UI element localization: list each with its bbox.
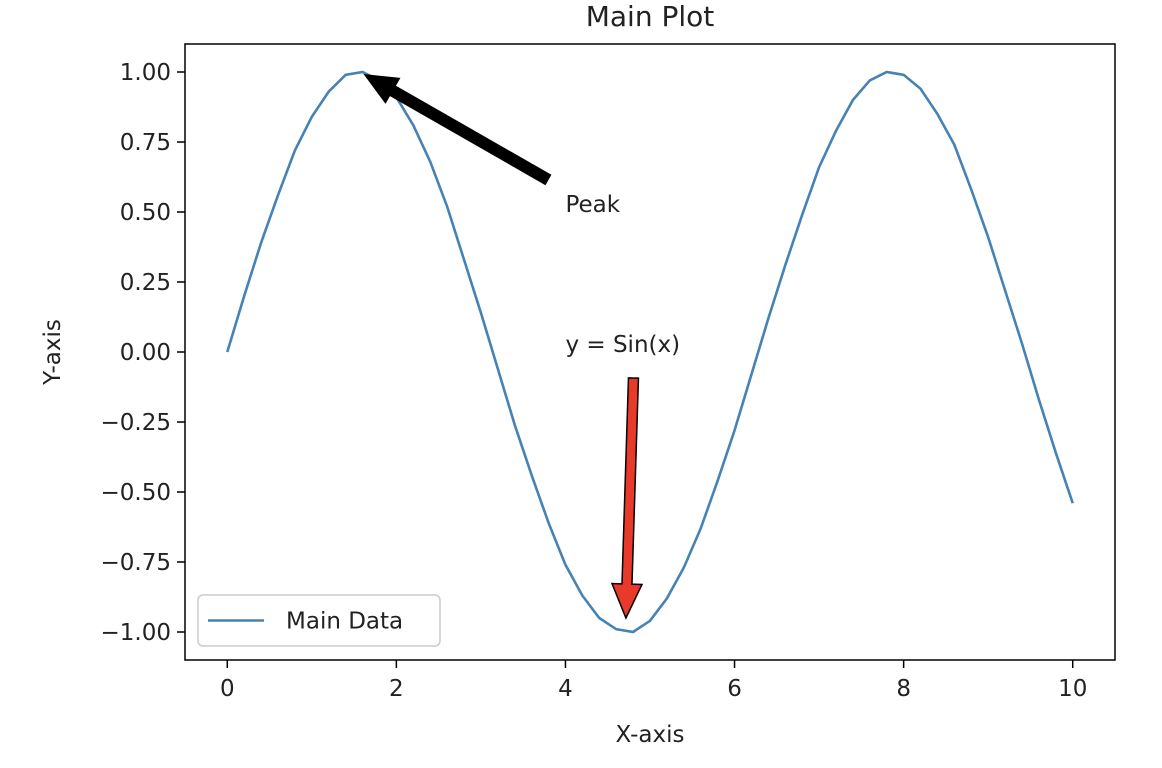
y-tick-label: 0.25 bbox=[120, 270, 171, 296]
x-axis-label: X-axis bbox=[616, 722, 685, 748]
y-tick-label: −0.25 bbox=[101, 410, 171, 436]
annotation-arrow bbox=[363, 73, 552, 186]
annotation-text: Peak bbox=[565, 192, 620, 218]
plot-frame bbox=[184, 43, 1116, 661]
y-axis-label: Y-axis bbox=[40, 319, 66, 386]
y-tick-label: −0.75 bbox=[101, 550, 171, 576]
y-tick-label: 0.75 bbox=[120, 130, 171, 156]
y-tick-label: 0.00 bbox=[120, 340, 171, 366]
x-tick-label: 4 bbox=[558, 676, 573, 702]
y-tick-label: −1.00 bbox=[101, 620, 171, 646]
y-tick-label: 0.50 bbox=[120, 200, 171, 226]
x-tick-label: 8 bbox=[896, 676, 911, 702]
chart-title: Main Plot bbox=[586, 0, 715, 33]
x-tick-label: 0 bbox=[220, 676, 235, 702]
legend-label: Main Data bbox=[286, 609, 403, 635]
annotation-arrow bbox=[610, 377, 644, 620]
x-tick-label: 6 bbox=[727, 676, 742, 702]
y-tick-label: 1.00 bbox=[120, 60, 171, 86]
y-tick-label: −0.50 bbox=[101, 480, 171, 506]
annotation-text: y = Sin(x) bbox=[565, 332, 680, 358]
legend-box bbox=[197, 594, 441, 647]
x-tick-label: 10 bbox=[1058, 676, 1087, 702]
x-tick-label: 2 bbox=[389, 676, 404, 702]
